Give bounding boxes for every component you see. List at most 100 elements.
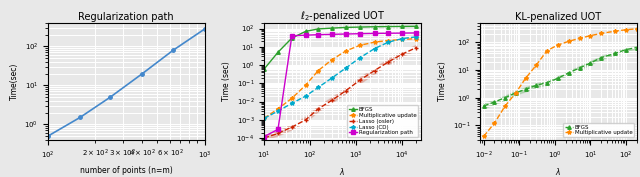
BFGS [554, 77, 561, 79]
BFGS [314, 28, 322, 30]
Multiplicative update [612, 30, 620, 32]
Multiplicative update [314, 69, 322, 72]
Regularization path [260, 136, 268, 138]
Multiplicative update [371, 41, 378, 43]
Regularization path [274, 128, 282, 130]
Multiplicative update [274, 108, 282, 110]
BFGS [260, 68, 268, 70]
Lasso (osler) [412, 47, 420, 49]
BFGS [633, 47, 640, 49]
BFGS [512, 92, 520, 94]
Line: Lasso (osler): Lasso (osler) [262, 45, 419, 141]
Lasso (CD) [342, 67, 350, 69]
BFGS [587, 62, 595, 64]
Regularization path [356, 33, 364, 35]
Line: Regularization path: Regularization path [262, 31, 418, 138]
Lasso (CD) [314, 86, 322, 88]
Regularization path [412, 32, 420, 34]
Regularization path [328, 33, 336, 35]
Multiplicative update [554, 44, 561, 46]
Multiplicative update [399, 38, 406, 41]
Regularization path [314, 34, 322, 36]
BFGS [622, 48, 630, 51]
BFGS [565, 72, 573, 74]
Lasso (CD) [328, 77, 336, 79]
Multiplicative update [342, 50, 350, 52]
Multiplicative update [328, 58, 336, 61]
Multiplicative update [587, 35, 595, 37]
Multiplicative update [490, 122, 498, 124]
Title: KL-penalized UOT: KL-penalized UOT [515, 12, 602, 22]
Multiplicative update [412, 38, 420, 40]
Lasso (CD) [412, 36, 420, 38]
Lasso (CD) [302, 95, 310, 97]
Multiplicative update [597, 32, 605, 35]
BFGS [371, 26, 378, 28]
Regularization path [399, 32, 406, 34]
Multiplicative update [356, 44, 364, 46]
Regularization path [302, 34, 310, 36]
Lasso (osler) [260, 137, 268, 139]
Regularization path [342, 33, 350, 35]
BFGS [356, 26, 364, 28]
Lasso (osler) [371, 69, 378, 72]
Lasso (CD) [385, 41, 392, 43]
X-axis label: $\lambda$: $\lambda$ [339, 166, 346, 177]
Legend: BFGS, Multiplicative update: BFGS, Multiplicative update [563, 123, 634, 137]
Multiplicative update [302, 84, 310, 86]
Regularization path [288, 35, 296, 37]
BFGS [612, 52, 620, 54]
BFGS [399, 25, 406, 27]
BFGS [302, 30, 310, 32]
Line: BFGS: BFGS [262, 25, 418, 71]
Lasso (osler) [385, 61, 392, 63]
Line: Multiplicative update: Multiplicative update [481, 27, 639, 138]
X-axis label: $\lambda$: $\lambda$ [556, 166, 561, 177]
BFGS [288, 37, 296, 39]
BFGS [522, 88, 529, 90]
Lasso (osler) [288, 126, 296, 128]
Multiplicative update [543, 50, 551, 52]
BFGS [328, 27, 336, 29]
Line: Multiplicative update: Multiplicative update [262, 36, 419, 120]
Multiplicative update [576, 37, 584, 39]
Line: BFGS: BFGS [482, 46, 639, 108]
BFGS [501, 97, 509, 99]
BFGS [274, 51, 282, 53]
Lasso (osler) [356, 79, 364, 81]
BFGS [385, 25, 392, 28]
Line: Lasso (CD): Lasso (CD) [262, 35, 419, 120]
Multiplicative update [260, 117, 268, 119]
Title: $\ell_2$-penalized UOT: $\ell_2$-penalized UOT [300, 9, 385, 23]
Multiplicative update [480, 135, 488, 137]
Multiplicative update [501, 105, 509, 107]
Multiplicative update [633, 28, 640, 30]
Y-axis label: Time (sec): Time (sec) [222, 62, 231, 101]
BFGS [480, 105, 488, 107]
Multiplicative update [565, 40, 573, 42]
Lasso (CD) [356, 57, 364, 59]
BFGS [412, 25, 420, 27]
Lasso (osler) [314, 108, 322, 110]
BFGS [490, 101, 498, 103]
Lasso (CD) [399, 38, 406, 40]
Multiplicative update [512, 92, 520, 94]
Legend: BFGS, Multiplicative update, Lasso (osler), Lasso (CD), Regularization path: BFGS, Multiplicative update, Lasso (osle… [347, 105, 418, 137]
Multiplicative update [622, 29, 630, 31]
Lasso (CD) [288, 102, 296, 104]
BFGS [543, 82, 551, 84]
BFGS [532, 84, 540, 86]
Lasso (osler) [274, 132, 282, 135]
BFGS [576, 67, 584, 69]
Title: Regularization path: Regularization path [79, 12, 174, 22]
Lasso (osler) [342, 90, 350, 92]
Y-axis label: Time (sec): Time (sec) [438, 62, 447, 101]
BFGS [342, 26, 350, 28]
Y-axis label: Time(sec): Time(sec) [10, 63, 19, 100]
Multiplicative update [288, 97, 296, 99]
Multiplicative update [522, 77, 529, 79]
Lasso (CD) [371, 47, 378, 50]
Regularization path [371, 32, 378, 35]
Lasso (osler) [399, 53, 406, 55]
Multiplicative update [385, 39, 392, 42]
